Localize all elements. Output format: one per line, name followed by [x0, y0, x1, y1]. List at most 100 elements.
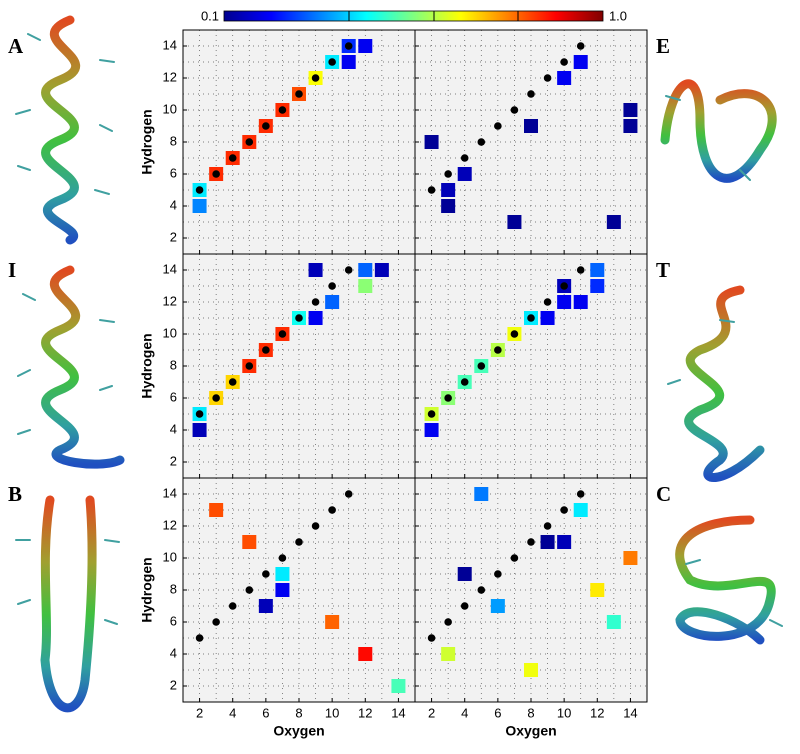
helix-dot	[460, 378, 469, 386]
contact-square	[209, 503, 224, 517]
x-tick-label: 10	[325, 705, 339, 720]
x-tick-label: 6	[262, 705, 269, 720]
helix-dot	[527, 538, 535, 546]
helix-dot	[543, 522, 552, 530]
y-tick-label: 6	[170, 165, 177, 180]
y-tick-label: 4	[170, 645, 177, 660]
helix-dot	[278, 106, 287, 114]
helix-dot	[262, 570, 270, 578]
contact-square	[441, 183, 456, 197]
helix-dot	[245, 138, 254, 146]
y-tick-label: 12	[163, 293, 177, 308]
helix-dot	[328, 58, 336, 66]
helix-dot	[295, 538, 303, 546]
helix-dot	[328, 282, 336, 290]
helix-dot	[460, 602, 469, 610]
contact-square	[590, 263, 605, 277]
helix-dot	[427, 410, 436, 418]
helix-dot	[295, 90, 303, 98]
helix-dot	[494, 570, 502, 578]
panel-letter: C	[656, 482, 671, 506]
contact-square	[623, 119, 638, 133]
y-axis-label: Hydrogen	[139, 109, 155, 174]
helix-dot	[228, 154, 237, 162]
y-tick-label: 12	[163, 69, 177, 84]
contact-square	[325, 615, 340, 629]
helix-dot	[344, 490, 353, 498]
helix-dot	[576, 266, 585, 274]
y-tick-label: 14	[163, 37, 177, 52]
coil-ribbon	[675, 515, 776, 645]
contact-square	[374, 263, 389, 277]
contact-square	[441, 199, 456, 213]
contact-square	[341, 55, 356, 69]
contact-square	[623, 103, 638, 117]
helix-dot	[262, 346, 270, 354]
helix-dot	[477, 138, 486, 146]
helix-dot	[560, 282, 568, 290]
contact-square	[490, 599, 505, 613]
x-tick-label: 2	[196, 705, 203, 720]
contact-square	[457, 567, 472, 581]
contact-square	[573, 295, 588, 309]
y-tick-label: 14	[163, 261, 177, 276]
helix-dot	[344, 266, 353, 274]
contact-square	[441, 647, 456, 661]
colorbar	[223, 10, 604, 22]
x-axis-label: Oxygen	[273, 723, 324, 739]
contact-square	[590, 279, 605, 293]
helix-dot	[427, 186, 436, 194]
molecules	[15, 15, 783, 713]
contact-square	[275, 583, 290, 597]
contact-square	[540, 535, 555, 549]
y-tick-label: 4	[170, 197, 177, 212]
helix-dot	[460, 154, 469, 162]
helix-dot	[494, 122, 502, 130]
contact-square	[524, 663, 538, 677]
helix-dot	[195, 634, 204, 642]
contact-square	[242, 535, 257, 549]
panel-letter: I	[8, 258, 16, 282]
helix-dot	[245, 362, 254, 370]
contact-square	[358, 279, 373, 293]
x-tick-label: 10	[557, 705, 571, 720]
colorbar-label: 0.1	[201, 8, 219, 23]
helix-dot	[576, 490, 585, 498]
contact-square	[424, 135, 439, 149]
y-tick-label: 2	[170, 453, 177, 468]
helix-dot	[295, 314, 303, 322]
y-tick-label: 8	[170, 133, 177, 148]
helix-dot	[560, 58, 568, 66]
helix-ribbon	[41, 265, 125, 469]
helix-ribbon	[684, 285, 765, 482]
helix-dot	[228, 602, 237, 610]
contact-square	[557, 295, 572, 309]
hairpin-ribbon	[40, 495, 97, 713]
x-tick-label: 14	[623, 705, 637, 720]
x-tick-label: 4	[461, 705, 468, 720]
helix-dot	[195, 410, 204, 418]
helix-dot	[278, 554, 287, 562]
panel-letter: T	[656, 258, 670, 282]
contact-square	[258, 599, 273, 613]
x-tick-label: 14	[391, 705, 405, 720]
contact-square	[524, 119, 538, 133]
helix-dot	[510, 330, 519, 338]
contact-square	[557, 71, 572, 85]
helix-dot	[195, 186, 204, 194]
helix-dot	[444, 618, 452, 626]
contact-square	[192, 423, 207, 437]
panel-letter: A	[8, 34, 24, 58]
helix-dot	[510, 106, 519, 114]
helix-dot	[494, 346, 502, 354]
helix-dot	[278, 330, 287, 338]
contact-square	[606, 215, 621, 229]
helix-dot	[527, 314, 535, 322]
y-tick-label: 8	[170, 357, 177, 372]
helix-dot	[245, 586, 254, 594]
panel-letter: E	[656, 34, 670, 58]
panel-frame	[414, 477, 648, 703]
y-tick-label: 10	[163, 325, 177, 340]
